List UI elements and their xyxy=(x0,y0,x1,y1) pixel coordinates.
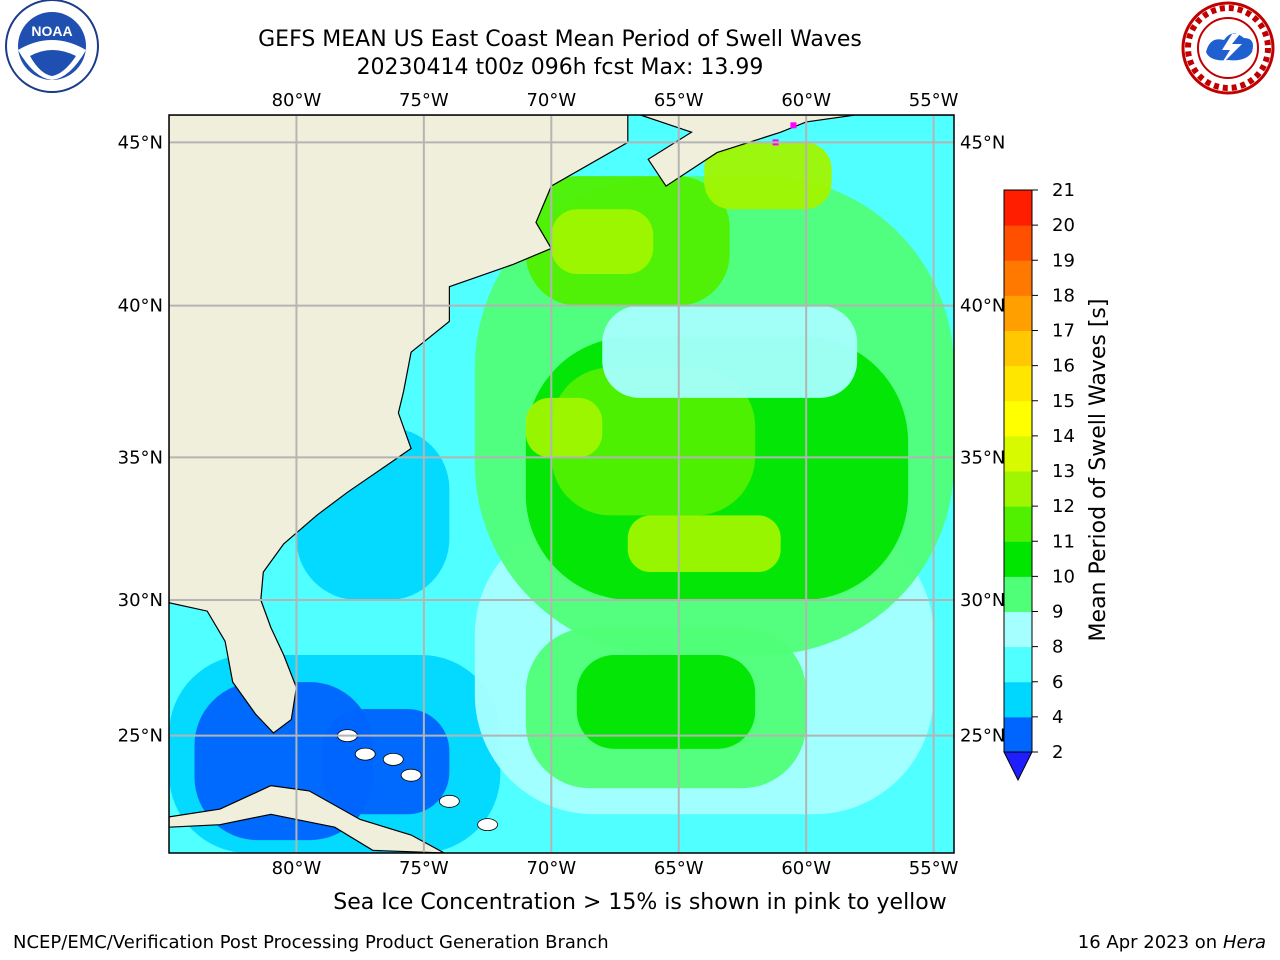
lon-tick-label-bottom: 60°W xyxy=(781,858,831,879)
colorbar: 2 4 6 8 9 10 11 12 13 14 15 16 17 18 19 20 21 xyxy=(1003,180,1075,782)
colorbar-extend-arrow xyxy=(1003,751,1033,782)
colorbar-segment xyxy=(1004,260,1032,296)
lon-tick-label-bottom: 55°W xyxy=(909,858,959,879)
colorbar-tick-label: 4 xyxy=(1052,707,1063,728)
colorbar-segment xyxy=(1004,611,1032,648)
lon-tick-label-bottom: 75°W xyxy=(399,858,449,879)
lon-tick-label-bottom: 80°W xyxy=(272,858,322,879)
nws-logo xyxy=(1181,1,1275,95)
lat-tick-label-right: 35°N xyxy=(960,447,1005,468)
lat-tick-label-right: 45°N xyxy=(960,132,1005,153)
colorbar-tick-label: 18 xyxy=(1052,285,1075,306)
colorbar-segment xyxy=(1004,400,1032,437)
colorbar-segment xyxy=(1004,646,1032,683)
colorbar-segment xyxy=(1004,435,1032,472)
colorbar-label: Mean Period of Swell Waves [s] xyxy=(1086,299,1111,642)
lat-tick-label-left: 25°N xyxy=(118,726,163,747)
colorbar-tick-label: 9 xyxy=(1052,602,1063,623)
lon-tick-label-bottom: 70°W xyxy=(526,858,576,879)
colorbar-tick-label: 12 xyxy=(1052,496,1075,517)
colorbar-tick-label: 16 xyxy=(1052,356,1075,377)
colorbar-segment xyxy=(1004,330,1032,367)
colorbar-tick-label: 19 xyxy=(1052,250,1075,271)
colorbar-segment xyxy=(1004,471,1032,507)
map-frame xyxy=(168,114,955,854)
lat-tick-label-right: 40°N xyxy=(960,296,1005,317)
colorbar-segment xyxy=(1004,681,1032,718)
colorbar-segment xyxy=(1004,365,1032,402)
colorbar-segment xyxy=(1004,716,1032,753)
chart-subtitle: 20230414 t00z 096h fcst Max: 13.99 xyxy=(356,55,764,80)
colorbar-tick-label: 13 xyxy=(1052,461,1075,482)
colorbar-tick-label: 6 xyxy=(1052,672,1063,693)
chart-title: GEFS MEAN US East Coast Mean Period of S… xyxy=(258,27,862,52)
lon-tick-label-top: 70°W xyxy=(526,90,576,111)
colorbar-tick-label: 2 xyxy=(1052,742,1063,763)
footer-date-text: 16 Apr 2023 on xyxy=(1077,932,1223,953)
lat-tick-label-left: 40°N xyxy=(118,296,163,317)
footer-credit: NCEP/EMC/Verification Post Processing Pr… xyxy=(13,932,609,953)
noaa-logo-text: NOAA xyxy=(31,23,72,39)
colorbar-tick-label: 17 xyxy=(1052,321,1075,342)
lon-tick-label-top: 55°W xyxy=(909,90,959,111)
footer-host: Hera xyxy=(1222,932,1266,953)
lat-tick-label-left: 45°N xyxy=(118,132,163,153)
colorbar-tick-label: 11 xyxy=(1052,531,1075,552)
lat-tick-label-right: 25°N xyxy=(960,726,1005,747)
lat-tick-label-right: 30°N xyxy=(960,590,1005,611)
colorbar-tick-label: 14 xyxy=(1052,426,1075,447)
colorbar-segment xyxy=(1004,295,1032,331)
footer-date: 16 Apr 2023 on Hera xyxy=(1078,932,1266,953)
colorbar-segment xyxy=(1004,541,1032,577)
lat-tick-label-left: 35°N xyxy=(118,447,163,468)
lon-tick-label-top: 60°W xyxy=(781,90,831,111)
lat-tick-label-left: 30°N xyxy=(118,590,163,611)
colorbar-tick-label: 20 xyxy=(1052,215,1075,236)
colorbar-tick-label: 8 xyxy=(1052,637,1063,658)
colorbar-tick-label: 21 xyxy=(1052,180,1075,201)
sea-ice-note: Sea Ice Concentration > 15% is shown in … xyxy=(333,890,947,915)
colorbar-segment xyxy=(1004,506,1032,542)
lon-tick-label-top: 75°W xyxy=(399,90,449,111)
colorbar-segment xyxy=(1004,576,1032,612)
lon-tick-label-top: 65°W xyxy=(654,90,704,111)
colorbar-tick-label: 15 xyxy=(1052,391,1075,412)
colorbar-segment xyxy=(1004,190,1032,226)
colorbar-tick-label: 10 xyxy=(1052,566,1075,587)
colorbar-segment xyxy=(1004,225,1032,261)
lon-tick-label-top: 80°W xyxy=(272,90,322,111)
noaa-logo: NOAA xyxy=(5,0,99,93)
lon-tick-label-bottom: 65°W xyxy=(654,858,704,879)
